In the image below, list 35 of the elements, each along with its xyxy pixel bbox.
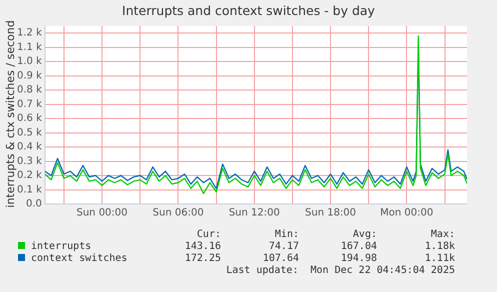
x-tick-label: Sun 06:00 (152, 208, 204, 219)
y-tick-label: 0.9 k (17, 70, 42, 82)
y-axis-title: interrupts & ctx switches / second (4, 19, 17, 210)
y-tick-label: 1.2 k (17, 28, 42, 39)
text: Avg: (352, 228, 377, 240)
x-tick-label: Sun 12:00 (228, 208, 280, 219)
text: Cur: (196, 228, 221, 240)
y-tick-label: 1.0 k (17, 56, 42, 68)
text: 74.17 (268, 240, 299, 252)
text: 1.11k (424, 252, 455, 264)
text: 107.64 (262, 252, 299, 264)
y-tick-label: 0.2 k (17, 170, 42, 182)
text: 1.18k (424, 240, 455, 252)
text: Max: (430, 228, 455, 240)
chart-title: Interrupts and context switches - by day (121, 3, 376, 18)
y-tick-label: 0.6 k (17, 113, 42, 124)
text: 167.04 (340, 240, 377, 252)
y-tick-label: 1.1 k (17, 42, 42, 53)
x-tick-label: Sun 18:00 (305, 208, 356, 219)
y-tick-label: 0.3 k (17, 156, 42, 167)
y-tick-label: 0.5 k (17, 127, 42, 138)
text: 143.16 (184, 240, 221, 252)
text: 194.98 (340, 252, 377, 264)
y-tick-label: 0.8 k (17, 84, 42, 96)
y-tick-label: 0.1 k (17, 184, 42, 196)
legend-label: interrupts (30, 240, 92, 252)
y-tick-label: 0.7 k (17, 98, 42, 110)
text: Min: (274, 228, 299, 240)
legend-label: context switches (30, 252, 128, 264)
text: 172.25 (184, 252, 221, 264)
x-tick-label: Sun 00:00 (76, 208, 128, 219)
y-tick-label: 0.4 k (17, 142, 42, 153)
y-tick-label: 0.0 (26, 198, 42, 210)
x-tick-label: Mon 00:00 (380, 208, 434, 219)
text: Last update: Mon Dec 22 04:45:04 2025 (225, 264, 455, 276)
